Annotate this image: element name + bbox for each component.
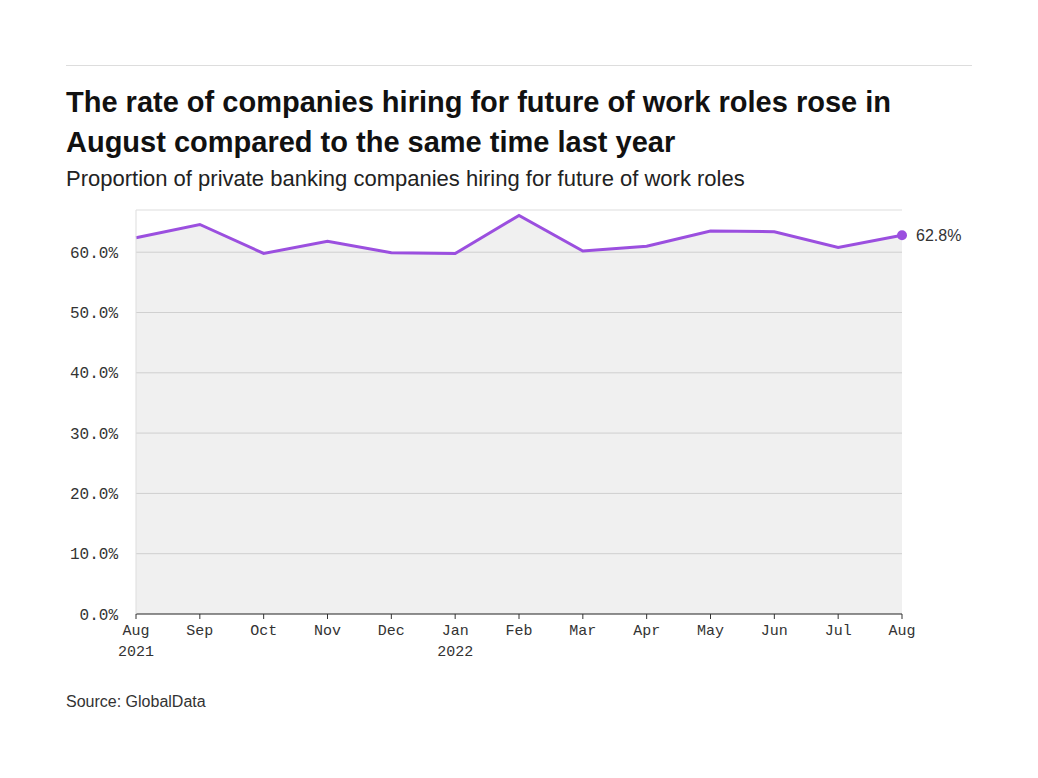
svg-text:60.0%: 60.0%	[70, 245, 118, 263]
svg-text:Jul: Jul	[825, 623, 852, 640]
html-text:The rate of companies hiring f: The rate of companies hiring for future …	[66, 86, 891, 158]
svg-text:30.0%: 30.0%	[70, 426, 118, 444]
svg-text:Mar: Mar	[569, 623, 596, 640]
svg-text:Aug2021: Aug2021	[118, 623, 154, 661]
svg-text:Aug: Aug	[888, 623, 915, 640]
html-text:Proportion of private banking: Proportion of private banking companies …	[66, 166, 745, 191]
html-text:Source: GlobalData: Source: GlobalData	[66, 693, 206, 710]
svg-text:Jan2022: Jan2022	[437, 623, 473, 661]
svg-text:Sep: Sep	[186, 623, 213, 640]
svg-text:Feb: Feb	[505, 623, 532, 640]
svg-text:40.0%: 40.0%	[70, 365, 118, 383]
svg-text:Jun: Jun	[761, 623, 788, 640]
svg-text:Nov: Nov	[314, 623, 341, 640]
svg-text:10.0%: 10.0%	[70, 546, 118, 564]
svg-text:0.0%: 0.0%	[80, 607, 119, 625]
svg-text:May: May	[697, 623, 724, 640]
svg-text:50.0%: 50.0%	[70, 305, 118, 323]
svg-text:62.8%: 62.8%	[916, 227, 961, 244]
svg-text:20.0%: 20.0%	[70, 486, 118, 504]
svg-text:Oct: Oct	[250, 623, 277, 640]
svg-text:Dec: Dec	[378, 623, 405, 640]
svg-text:Apr: Apr	[633, 623, 660, 640]
